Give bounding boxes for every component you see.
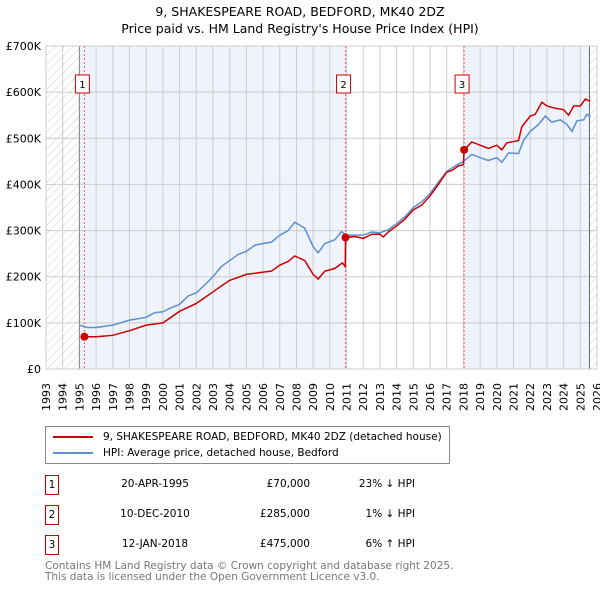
x-tick-label: 2013 [374, 383, 387, 411]
x-tick-label: 2024 [558, 383, 571, 411]
x-tick-label: 1999 [140, 383, 153, 411]
x-tick-label: 1993 [40, 383, 53, 411]
sale-label: 2 [340, 80, 346, 91]
sale-label-box [74, 74, 90, 94]
x-tick-label: 2018 [457, 383, 470, 411]
x-tick-label: 2014 [391, 383, 404, 411]
x-tick-label: 2015 [407, 383, 420, 411]
x-tick-label: 1996 [90, 383, 103, 411]
sale-point [341, 233, 350, 242]
x-tick-label: 2020 [491, 383, 504, 411]
x-tick-label: 1997 [107, 383, 120, 411]
sale-point [460, 145, 469, 154]
legend-item-hpi: HPI: Average price, detached house, Bedf… [53, 445, 339, 461]
x-tick-label: 2010 [324, 383, 337, 411]
marker-badge: 2 [45, 505, 59, 525]
x-tick-label: 2004 [224, 383, 237, 411]
transaction-hpi: 23% ↓ HPI [358, 478, 415, 490]
red-line-swatch [53, 436, 93, 438]
y-tick-label: £200K [6, 271, 42, 284]
marker-badge: 1 [45, 475, 59, 495]
x-tick-label: 2023 [541, 383, 554, 411]
x-tick-label: 2009 [307, 383, 320, 411]
chart-title: 9, SHAKESPEARE ROAD, BEDFORD, MK40 2DZ [155, 4, 445, 19]
shaded-ownership-period [79, 46, 346, 369]
x-tick-label: 2000 [157, 383, 170, 411]
y-tick-label: £500K [6, 132, 42, 145]
sale-label: 3 [459, 80, 465, 91]
sale-label-box [336, 74, 352, 94]
legend: 9, SHAKESPEARE ROAD, BEDFORD, MK40 2DZ (… [45, 426, 450, 464]
footer-copyright: Contains HM Land Registry data © Crown c… [45, 560, 454, 572]
chart-subtitle: Price paid vs. HM Land Registry's House … [121, 21, 479, 36]
hatched-region [589, 46, 597, 369]
transaction-hpi: 6% ↑ HPI [365, 538, 415, 550]
transaction-date: 10-DEC-2010 [120, 508, 190, 520]
x-tick-label: 2017 [441, 383, 454, 411]
x-tick-label: 2002 [190, 383, 203, 411]
transaction-date: 12-JAN-2018 [121, 538, 189, 550]
x-tick-label: 2007 [274, 383, 287, 411]
marker-badge: 3 [45, 535, 59, 555]
plot-frame [45, 45, 598, 370]
x-tick-label: 1995 [73, 383, 86, 411]
series-line [84, 98, 591, 338]
y-tick-label: £300K [6, 225, 42, 238]
legend-label: HPI: Average price, detached house, Bedf… [103, 447, 339, 459]
transaction-date: 20-APR-1995 [121, 478, 189, 490]
x-tick-label: 2025 [574, 383, 587, 411]
series-line [79, 113, 591, 329]
transaction-hpi: 1% ↓ HPI [365, 508, 415, 520]
blue-line-swatch [53, 452, 93, 454]
sale-label: 1 [79, 80, 85, 91]
x-tick-label: 2019 [474, 383, 487, 411]
legend-item-property: 9, SHAKESPEARE ROAD, BEDFORD, MK40 2DZ (… [53, 429, 442, 445]
x-tick-label: 2011 [341, 383, 354, 411]
x-tick-label: 2008 [290, 383, 303, 411]
sale-point [80, 332, 89, 341]
shaded-ownership-period [464, 46, 590, 369]
legend-label: 9, SHAKESPEARE ROAD, BEDFORD, MK40 2DZ (… [103, 431, 442, 443]
transaction-price: £475,000 [259, 538, 310, 550]
y-tick-label: £700K [6, 40, 42, 53]
x-tick-label: 2016 [424, 383, 437, 411]
x-tick-label: 2022 [524, 383, 537, 411]
x-tick-label: 1998 [123, 383, 136, 411]
x-tick-label: 2001 [174, 383, 187, 411]
x-tick-label: 2021 [508, 383, 521, 411]
transaction-price: £285,000 [259, 508, 310, 520]
x-tick-label: 2005 [240, 383, 253, 411]
x-tick-label: 2006 [257, 383, 270, 411]
x-tick-label: 2012 [357, 383, 370, 411]
sale-label-box [454, 74, 470, 94]
price-chart: £0 £100K £200K £300K £400K £500K £600K £700K 199… [6, 40, 600, 411]
x-tick-label: 2003 [207, 383, 220, 411]
transaction-price: £70,000 [266, 478, 310, 490]
y-tick-label: £400K [6, 178, 42, 191]
x-tick-label: 1994 [57, 383, 70, 411]
footer-licence: This data is licensed under the Open Gov… [45, 571, 380, 583]
y-tick-label: £100K [6, 317, 42, 330]
y-tick-label: £0 [27, 363, 41, 376]
y-tick-label: £600K [6, 86, 42, 99]
x-tick-label: 2026 [591, 383, 600, 411]
